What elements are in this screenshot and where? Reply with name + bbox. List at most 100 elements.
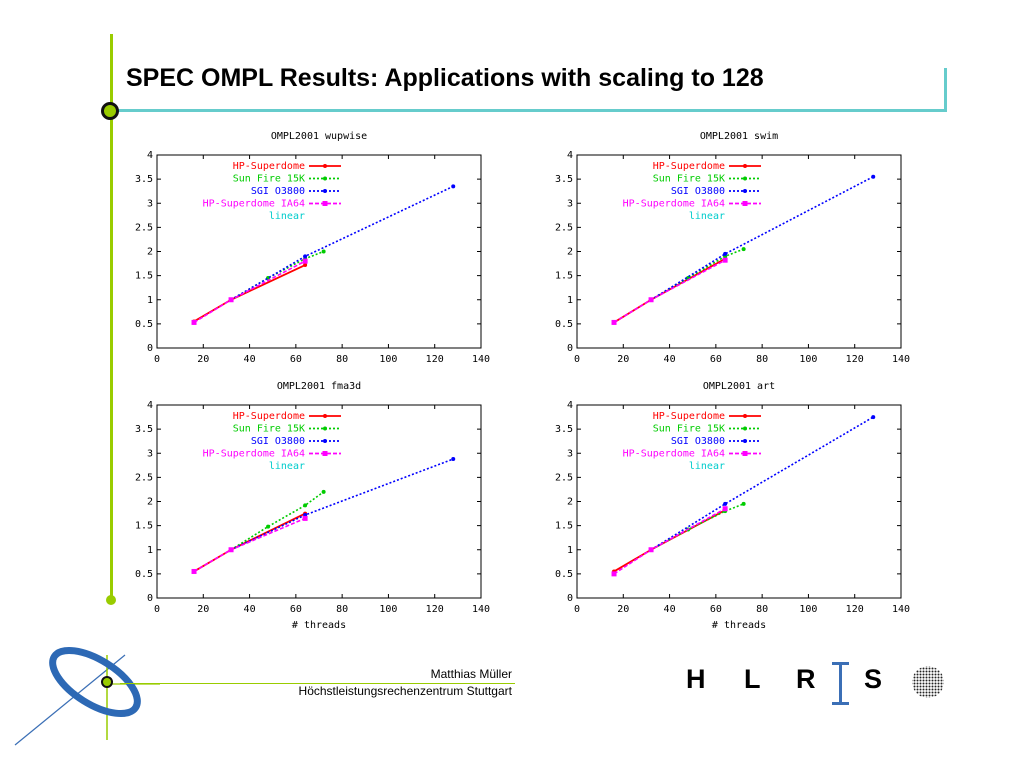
chart-title: OMPL2001 wupwise <box>271 131 367 142</box>
y-tick-label: 2 <box>567 497 573 508</box>
series-point-3 <box>228 297 234 303</box>
y-tick-label: 0.5 <box>135 319 153 330</box>
series-point-3 <box>228 547 234 553</box>
legend-label: Sun Fire 15K <box>233 174 305 185</box>
series-point-3 <box>648 297 654 303</box>
x-tick-label: 100 <box>799 604 817 615</box>
y-tick-label: 0 <box>567 593 573 604</box>
x-tick-label: 120 <box>426 604 444 615</box>
y-tick-label: 2 <box>567 247 573 258</box>
series-point-3 <box>611 571 617 577</box>
legend-marker <box>322 201 328 206</box>
x-tick-label: 100 <box>799 354 817 365</box>
x-tick-label: 0 <box>154 604 160 615</box>
x-axis-label: # threads <box>292 620 346 631</box>
title-bullet-dot <box>101 102 119 120</box>
legend-label: SGI O3800 <box>251 436 305 447</box>
series-point-0 <box>303 263 308 268</box>
y-tick-label: 3 <box>147 198 153 209</box>
x-tick-label: 0 <box>154 354 160 365</box>
logo-i-bottom <box>832 702 849 705</box>
y-tick-label: 4 <box>567 150 573 161</box>
y-tick-label: 4 <box>567 400 573 411</box>
x-tick-label: 140 <box>472 354 490 365</box>
x-tick-label: 20 <box>197 604 209 615</box>
chart-svg-wupwise: OMPL2001 wupwise 0 20 40 60 80 100 120 140 0 0.5 1 1… <box>135 131 490 365</box>
series-point-2 <box>303 254 308 259</box>
series-line-1 <box>230 491 325 551</box>
y-tick-label: 2.5 <box>555 472 573 483</box>
left-rule-end-dot <box>106 595 116 605</box>
y-tick-label: 3 <box>567 198 573 209</box>
y-tick-label: 3.5 <box>555 174 573 185</box>
left-vertical-rule <box>110 34 113 600</box>
series-point-2 <box>871 174 876 179</box>
x-tick-label: 140 <box>892 354 910 365</box>
slide-title: SPEC OMPL Results: Applications with sca… <box>126 64 764 92</box>
footer-green-rule <box>120 683 515 684</box>
x-tick-label: 80 <box>756 354 768 365</box>
footer-org: Höchstleistungsrechenzentrum Stuttgart <box>298 684 512 698</box>
legend-marker <box>323 164 327 168</box>
legend-marker <box>323 426 327 431</box>
footer-author: Matthias Müller <box>430 667 512 681</box>
legend-marker <box>323 189 327 193</box>
x-tick-label: 40 <box>244 604 256 615</box>
y-tick-label: 0.5 <box>555 319 573 330</box>
legend-label: HP-Superdome IA64 <box>623 449 725 460</box>
x-tick-label: 100 <box>379 604 397 615</box>
x-tick-label: 80 <box>336 604 348 615</box>
legend-label: HP-Superdome IA64 <box>203 199 305 210</box>
chart-svg-fma3d: OMPL2001 fma3d 0 20 40 60 80 100 120 140 0 0.5 1 1.5… <box>135 381 490 631</box>
legend-marker <box>323 414 327 418</box>
series-point-1 <box>741 247 746 252</box>
x-tick-label: 80 <box>336 354 348 365</box>
x-tick-label: 80 <box>756 604 768 615</box>
series-line-2 <box>650 416 874 551</box>
series-point-3 <box>648 547 654 553</box>
legend-label: HP-Superdome IA64 <box>623 199 725 210</box>
series-point-3 <box>611 319 617 325</box>
y-tick-label: 0 <box>147 343 153 354</box>
y-tick-label: 1 <box>147 545 153 556</box>
x-tick-label: 20 <box>617 354 629 365</box>
series-point-1 <box>741 501 746 506</box>
legend-marker <box>743 426 747 431</box>
legend-marker <box>743 189 747 193</box>
logo-letter-r: R <box>796 664 816 694</box>
title-underline-rule <box>118 109 946 112</box>
legend-marker <box>743 176 747 181</box>
y-tick-label: 4 <box>147 150 153 161</box>
logo-letter-s: S <box>864 664 883 694</box>
series-point-2 <box>871 415 876 420</box>
x-tick-label: 120 <box>846 354 864 365</box>
y-tick-label: 2.5 <box>135 472 153 483</box>
y-tick-label: 1 <box>567 295 573 306</box>
x-tick-label: 60 <box>290 354 302 365</box>
series-point-1 <box>266 524 271 529</box>
y-tick-label: 0 <box>147 593 153 604</box>
y-tick-label: 0.5 <box>555 569 573 580</box>
y-tick-label: 3 <box>567 448 573 459</box>
y-tick-label: 2.5 <box>135 222 153 233</box>
y-tick-label: 4 <box>147 400 153 411</box>
plot-frame <box>156 154 482 349</box>
x-tick-label: 0 <box>574 604 580 615</box>
series-point-3 <box>722 506 728 512</box>
legend-marker <box>323 439 327 443</box>
series-line-1 <box>650 503 744 551</box>
x-axis-label: # threads <box>712 620 766 631</box>
chart-title: OMPL2001 art <box>703 381 775 392</box>
legend-marker <box>743 164 747 168</box>
y-tick-label: 1 <box>147 295 153 306</box>
x-tick-label: 60 <box>710 354 722 365</box>
legend-label: HP-Superdome <box>233 411 305 422</box>
chart-fma3d: OMPL2001 fma3d 0 20 40 60 80 100 120 140 0 0.5 1 1.5… <box>135 375 495 640</box>
series-point-3 <box>191 568 197 574</box>
x-tick-label: 100 <box>379 354 397 365</box>
x-tick-label: 20 <box>617 604 629 615</box>
legend-marker <box>742 451 748 456</box>
legend-label: linear <box>269 211 305 222</box>
x-tick-label: 40 <box>664 354 676 365</box>
y-tick-label: 1 <box>567 545 573 556</box>
